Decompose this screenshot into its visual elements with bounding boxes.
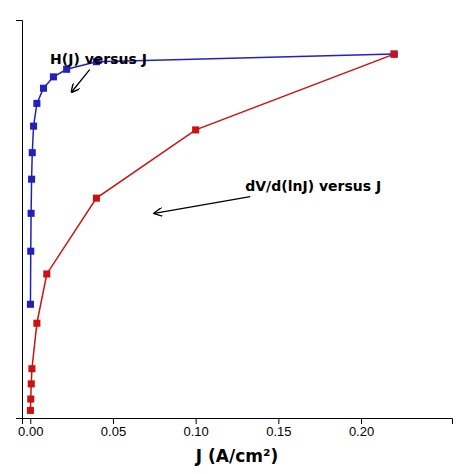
x-tick-label: 0.10 <box>183 424 208 439</box>
series-point <box>33 320 40 327</box>
annotations: H(J) versus J dV/d(lnJ) versus J <box>50 51 381 214</box>
x-axis-line <box>23 419 453 425</box>
series-point <box>43 270 50 277</box>
x-tick-mark <box>278 418 279 424</box>
series-point <box>33 100 40 107</box>
x-axis-title: J (A/cm²) <box>195 446 278 466</box>
x-tick-label: 0.15 <box>266 424 291 439</box>
series-point <box>28 210 35 217</box>
x-tick-mark <box>30 418 31 424</box>
series-point <box>40 85 47 92</box>
series-line <box>30 54 394 410</box>
x-tick: 0.00 <box>18 418 43 439</box>
annotation-arrow <box>72 70 90 92</box>
series-point <box>93 195 100 202</box>
series-point <box>28 365 35 372</box>
series-point <box>391 51 398 58</box>
y-axis <box>16 21 23 419</box>
x-tick: 0.05 <box>101 418 126 439</box>
series-point <box>28 380 35 387</box>
series-line <box>30 54 394 304</box>
x-tick-label: 0.20 <box>349 424 374 439</box>
series-point <box>30 123 37 130</box>
x-axis: 0.00 0.05 0.10 0.15 0.20 <box>18 418 452 439</box>
series-point <box>391 51 398 58</box>
x-tick-mark <box>113 418 114 424</box>
x-tick: 0.15 <box>266 418 291 439</box>
x-tick-label: 0.00 <box>18 424 43 439</box>
plot: 0.00 0.05 0.10 0.15 0.20 J (A/cm²) H(J) versus… <box>16 21 453 467</box>
chart: 0.00 0.05 0.10 0.15 0.20 J (A/cm²) H(J) versus… <box>0 0 474 474</box>
annotation-arrow <box>154 197 250 214</box>
marks <box>27 51 398 414</box>
series-point <box>27 407 34 414</box>
series-point <box>192 126 199 133</box>
x-tick: 0.10 <box>183 418 208 439</box>
x-tick: 0.20 <box>349 418 374 439</box>
series-point <box>27 248 34 255</box>
series-point <box>28 176 35 183</box>
series-point <box>63 66 70 73</box>
series-point <box>29 149 36 156</box>
series-point <box>27 396 34 403</box>
x-tick-mark <box>361 418 362 424</box>
annotation: H(J) versus J <box>50 51 147 67</box>
y-axis-line <box>16 21 23 419</box>
annotation: dV/d(lnJ) versus J <box>245 178 381 194</box>
x-tick-mark <box>196 418 197 424</box>
series-point <box>27 301 34 308</box>
x-tick-label: 0.05 <box>101 424 126 439</box>
series-point <box>50 73 57 80</box>
